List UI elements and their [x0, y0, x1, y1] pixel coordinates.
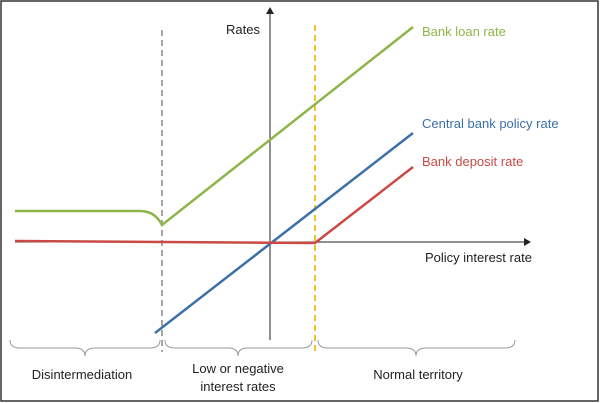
brace	[164, 339, 313, 357]
y-axis-label: Rates	[226, 22, 260, 37]
region-label: Normal territory	[373, 367, 463, 382]
deposit-rate-line	[14, 166, 414, 245]
braces	[9, 339, 516, 357]
line-label: Central bank policy rate	[422, 116, 559, 131]
region-label: Disintermediation	[32, 367, 132, 382]
line-label: Bank deposit rate	[422, 154, 523, 169]
loan-rate-line	[15, 26, 414, 227]
region-label: interest rates	[200, 379, 276, 394]
brace	[317, 339, 516, 357]
line-label: Bank loan rate	[422, 24, 506, 39]
policy-rate-line	[154, 132, 414, 334]
region-label: Low or negative	[192, 361, 284, 376]
x-axis-label: Policy interest rate	[425, 250, 532, 265]
brace	[9, 339, 161, 357]
